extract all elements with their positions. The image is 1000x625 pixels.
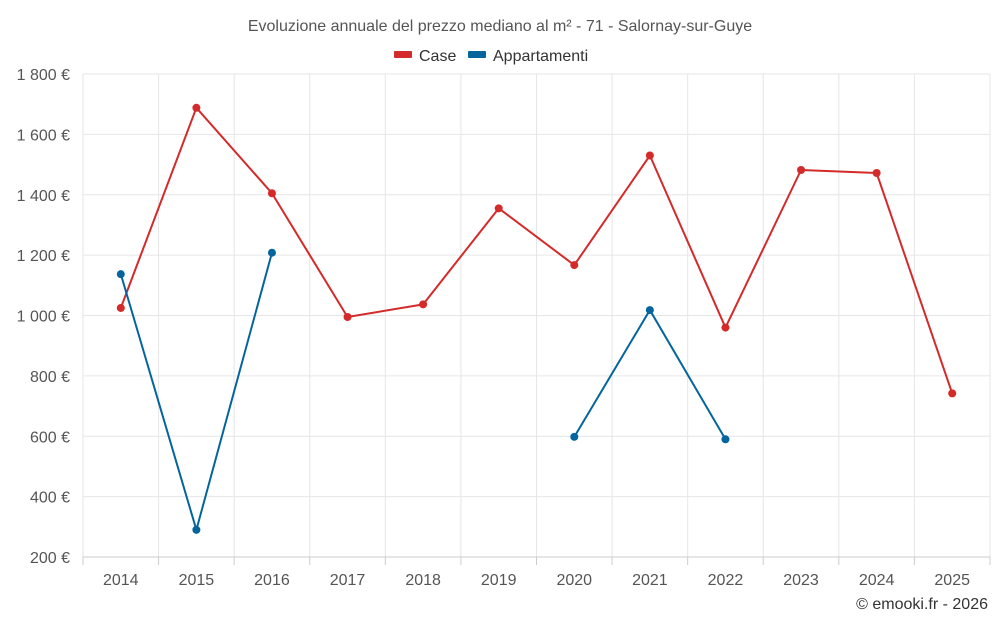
data-point[interactable]	[797, 165, 806, 174]
y-tick-label: 1 000 €	[17, 309, 70, 326]
y-tick-label: 1 400 €	[17, 188, 70, 205]
data-point[interactable]	[494, 204, 503, 213]
x-tick-label: 2020	[556, 572, 592, 589]
series-appartamenti	[116, 248, 730, 534]
y-tick-label: 400 €	[30, 490, 70, 507]
data-point[interactable]	[721, 323, 730, 332]
y-axis-labels: 200 € 400 € 600 € 800 € 1 000 € 1 200 € 1 400 …	[17, 67, 70, 567]
chart-title: Evoluzione annuale del prezzo mediano al…	[248, 18, 752, 35]
series-line	[573, 309, 727, 440]
x-tick-label: 2017	[330, 572, 366, 589]
x-tick-label: 2014	[103, 572, 139, 589]
data-point[interactable]	[116, 303, 125, 312]
x-tick-label: 2019	[481, 572, 517, 589]
data-point[interactable]	[192, 103, 201, 112]
x-tick-label: 2015	[179, 572, 215, 589]
x-tick-label: 2022	[708, 572, 744, 589]
gridlines	[82, 73, 991, 557]
axes	[82, 556, 991, 565]
data-point[interactable]	[645, 151, 654, 160]
x-axis-labels: 2014 2015 2016 2017 2018 2019 2020 2021 2022 2023…	[103, 572, 970, 589]
data-point[interactable]	[267, 248, 276, 257]
data-point[interactable]	[721, 435, 730, 444]
series	[116, 103, 957, 534]
x-tick-label: 2024	[859, 572, 895, 589]
y-tick-label: 1 800 €	[17, 67, 70, 84]
data-point[interactable]	[343, 313, 352, 322]
x-tick-label: 2016	[254, 572, 290, 589]
data-point[interactable]	[267, 189, 276, 198]
legend-swatch-case	[394, 51, 412, 58]
data-point[interactable]	[570, 432, 579, 441]
data-point[interactable]	[192, 525, 201, 534]
legend-label-appartamenti[interactable]: Appartamenti	[493, 48, 588, 65]
y-tick-label: 1 600 €	[17, 127, 70, 144]
data-point[interactable]	[570, 261, 579, 270]
data-point[interactable]	[948, 389, 957, 398]
legend: Case Appartamenti	[394, 48, 588, 65]
data-point[interactable]	[116, 270, 125, 279]
y-tick-label: 600 €	[30, 429, 70, 446]
x-tick-label: 2023	[783, 572, 819, 589]
data-point[interactable]	[419, 300, 428, 309]
series-line	[119, 106, 954, 394]
x-tick-label: 2018	[405, 572, 441, 589]
data-point[interactable]	[645, 306, 654, 315]
data-point[interactable]	[872, 169, 881, 178]
y-tick-label: 800 €	[30, 369, 70, 386]
x-tick-label: 2025	[934, 572, 970, 589]
series-line	[119, 252, 273, 531]
x-tick-label: 2021	[632, 572, 668, 589]
chart-credit: © emooki.fr - 2026	[856, 596, 988, 613]
legend-label-case[interactable]: Case	[419, 48, 456, 65]
series-case	[116, 103, 957, 398]
y-tick-label: 1 200 €	[17, 248, 70, 265]
legend-swatch-appartamenti	[468, 51, 486, 58]
y-tick-label: 200 €	[30, 550, 70, 567]
